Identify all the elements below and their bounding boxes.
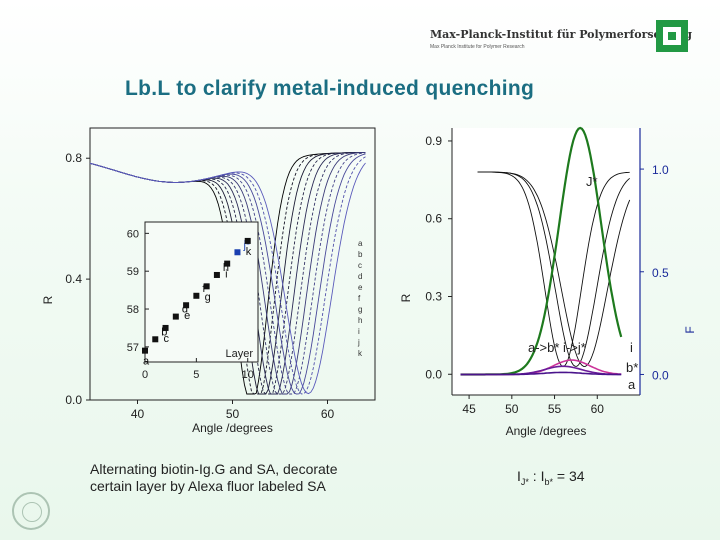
reflectivity-curve xyxy=(477,171,631,367)
series-label: c xyxy=(358,261,362,270)
x-tick-label: 55 xyxy=(548,402,562,416)
inset-y-tick-label: 58 xyxy=(127,304,139,316)
inset-point xyxy=(142,347,148,354)
inset-point-label: c xyxy=(164,333,170,345)
series-label: i xyxy=(358,327,360,336)
inset-point-label: d xyxy=(182,304,188,316)
y-axis-label: R xyxy=(41,295,55,304)
inset-point-label: j* xyxy=(242,239,250,251)
inset-point xyxy=(234,249,241,256)
series-label: e xyxy=(358,283,363,292)
inset-y-tick-label: 60 xyxy=(127,228,139,240)
caption-line-1: Alternating biotin-Ig.G and SA, decorate xyxy=(90,461,338,477)
x-axis-label: Angle /degrees xyxy=(192,421,273,435)
institute-subtitle: Max Planck Institute for Polymer Researc… xyxy=(430,44,525,50)
x-tick-label: 50 xyxy=(505,402,519,416)
y2-axis-label: F xyxy=(683,326,697,333)
annotation-sequence: a->b* i->j* xyxy=(528,340,586,355)
inset-point-label: e xyxy=(184,310,190,322)
inset-point xyxy=(193,292,200,299)
inset-point xyxy=(213,271,220,278)
series-label: d xyxy=(358,272,362,281)
annotation-j-star: J* xyxy=(586,174,598,189)
reflectivity-curve xyxy=(89,162,366,395)
inset-point-label: i xyxy=(225,269,227,281)
x-tick-label: 45 xyxy=(462,402,476,416)
y-tick-label: 0.8 xyxy=(65,151,82,165)
x-tick-label: 50 xyxy=(226,407,240,421)
left-caption: Alternating biotin-Ig.G and SA, decorate… xyxy=(90,461,337,495)
y-tick-label: 0.6 xyxy=(425,212,442,226)
y-tick-label: 0.4 xyxy=(65,272,82,286)
series-label: j xyxy=(357,338,360,347)
y-tick-label: 0.0 xyxy=(425,367,442,381)
y-tick-label: 0.3 xyxy=(425,289,442,303)
inset-x-label: Layer xyxy=(225,348,253,360)
inset-point-label: k xyxy=(246,246,252,258)
y2-tick-label: 0.0 xyxy=(652,368,669,382)
institute-logo xyxy=(656,20,688,52)
inset-point-label: a xyxy=(143,356,150,368)
y-axis-label: R xyxy=(399,293,413,302)
inset-y-tick-label: 59 xyxy=(127,266,139,278)
series-label: f xyxy=(358,294,361,303)
reflectivity-curve xyxy=(477,171,630,368)
inset-point xyxy=(183,302,190,309)
inset-point xyxy=(152,336,159,343)
annotation-a: a xyxy=(628,377,636,392)
inset-point xyxy=(244,237,251,244)
inset-point xyxy=(224,260,231,267)
caption-line-2: certain layer by Alexa fluor labeled SA xyxy=(90,478,326,494)
y-tick-label: 0.0 xyxy=(65,393,82,407)
series-label: g xyxy=(358,305,362,314)
series-label: k xyxy=(358,349,363,358)
series-label: b xyxy=(358,250,363,259)
inset-x-tick-label: 0 xyxy=(142,369,148,381)
inset-point-label: h xyxy=(223,262,229,274)
annotation-i: i xyxy=(630,340,633,355)
series-label: a xyxy=(358,239,363,248)
slide-title: Lb.L to clarify metal-induced quenching xyxy=(125,77,535,100)
institute-name: Max-Planck-Institut für Polymerforschung xyxy=(430,28,692,41)
intensity-ratio: IJ* : Ib* = 34 xyxy=(517,468,585,487)
inset-y-tick-label: 57 xyxy=(127,342,139,354)
x-tick-label: 60 xyxy=(591,402,605,416)
fluorescence-curve xyxy=(460,371,622,376)
annotation-b-star: b* xyxy=(626,360,638,375)
inset-x-tick-label: 5 xyxy=(193,369,199,381)
x-tick-label: 40 xyxy=(131,407,145,421)
inset-point-label: g xyxy=(205,291,211,303)
x-axis-label: Angle /degrees xyxy=(506,424,587,438)
inset-point xyxy=(203,283,210,290)
y2-tick-label: 0.5 xyxy=(652,266,669,280)
inset-x-tick-label: 10 xyxy=(242,369,254,381)
x-tick-label: 60 xyxy=(321,407,335,421)
series-label: h xyxy=(358,316,362,325)
inset-point xyxy=(172,313,179,320)
inset-point xyxy=(162,324,169,331)
mpg-seal-logo xyxy=(12,492,50,530)
y-tick-label: 0.9 xyxy=(425,134,442,148)
inset-frame xyxy=(144,221,259,363)
inset-point-label: b xyxy=(161,326,167,338)
y2-tick-label: 1.0 xyxy=(652,163,669,177)
